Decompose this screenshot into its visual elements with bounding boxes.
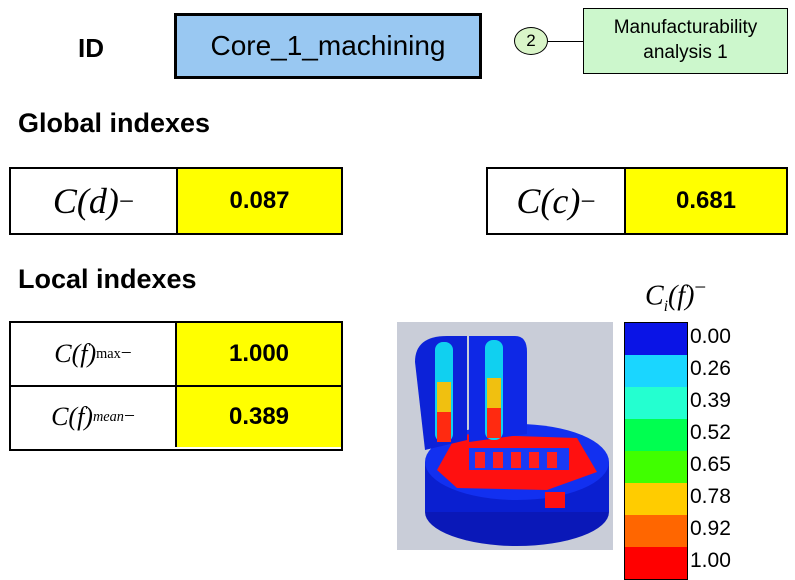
analysis-box: Manufacturability analysis 1 (583, 8, 788, 74)
local-index-row: C(f) max − 1.000 (11, 323, 341, 385)
local-index-mean-value: 0.389 (177, 387, 341, 447)
legend-label: 0.92 (690, 517, 731, 540)
global-index-c-value: 0.681 (626, 169, 786, 233)
legend-label: 0.65 (690, 453, 731, 476)
analysis-label-line1: Manufacturability (613, 17, 758, 39)
global-index-d-value: 0.087 (178, 169, 341, 233)
step-number-badge: 2 (514, 27, 548, 55)
id-value-box: Core_1_machining (174, 13, 482, 79)
global-index-c-table: C(c) − 0.681 (486, 167, 788, 235)
legend-swatch (625, 451, 687, 483)
local-index-max-value: 1.000 (177, 323, 341, 385)
analysis-label-line2: analysis 1 (643, 42, 728, 63)
legend-title: Ci(f)− (645, 275, 707, 315)
legend-label: 0.00 (690, 325, 731, 348)
legend-swatch (625, 387, 687, 419)
legend-swatch (625, 419, 687, 451)
legend-label: 0.39 (690, 389, 731, 412)
legend-label: 1.00 (690, 549, 731, 572)
connector-line (548, 41, 583, 42)
global-index-d-table: C(d) − 0.087 (9, 167, 343, 235)
global-indexes-title: Global indexes (18, 108, 211, 138)
legend-swatch (625, 483, 687, 515)
local-index-max-symbol: C(f) max − (11, 323, 177, 385)
legend-label: 0.52 (690, 421, 731, 444)
legend-label: 0.26 (690, 357, 731, 380)
legend-swatch (625, 547, 687, 579)
legend-swatch (625, 515, 687, 547)
legend-color-bar (624, 322, 688, 580)
legend-swatch (625, 355, 687, 387)
local-indexes-title: Local indexes (18, 264, 197, 294)
local-index-mean-symbol: C(f) mean − (11, 387, 177, 447)
legend-swatch (625, 323, 687, 355)
id-label: ID (78, 33, 104, 63)
global-index-c-symbol: C(c) − (488, 169, 626, 233)
part-render-image (397, 322, 613, 550)
legend-label: 0.78 (690, 485, 731, 508)
local-index-row: C(f) mean − 0.389 (11, 385, 341, 447)
local-indexes-table: C(f) max − 1.000 C(f) mean − 0.389 (9, 321, 343, 451)
global-index-d-symbol: C(d) − (11, 169, 178, 233)
